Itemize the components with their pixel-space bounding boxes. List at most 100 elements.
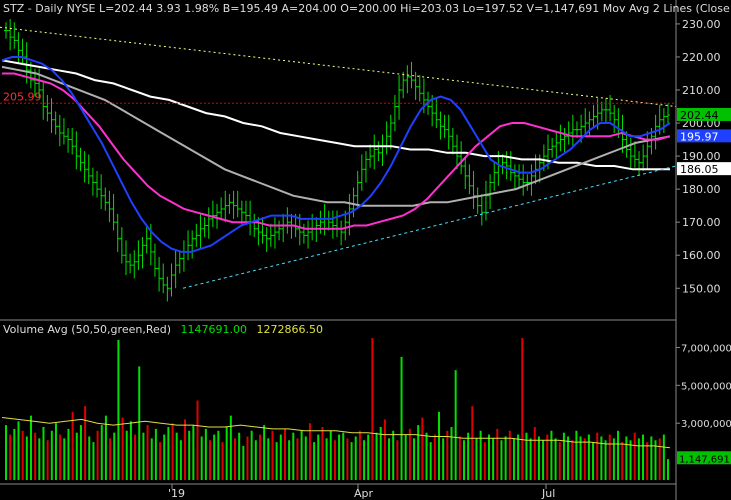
price-bar — [235, 190, 240, 218]
price-bar — [268, 223, 273, 247]
price-bar — [554, 131, 559, 160]
price-tick-label: 180.00 — [682, 183, 721, 196]
price-tick-label: 230.00 — [682, 18, 721, 31]
price-bar — [202, 217, 207, 238]
price-bar — [483, 180, 488, 221]
price-bar — [508, 151, 513, 181]
study-label: Mov Avg 2 Lines (Close — [602, 2, 730, 15]
price-bar — [281, 213, 286, 242]
price-bar — [343, 210, 348, 241]
price-bar — [384, 121, 389, 155]
volume-header: Volume Avg (50,50,green,Red) 1147691.00 … — [3, 323, 323, 336]
price-bar — [417, 75, 422, 102]
price-bar — [467, 164, 472, 195]
price-bar — [173, 250, 178, 289]
price-bar — [4, 22, 8, 39]
volume-study-title: Volume Avg (50,50,green,Red) — [3, 323, 172, 336]
price-tick-label: 170.00 — [682, 216, 721, 229]
price-bar — [165, 276, 170, 302]
price-bar — [624, 131, 629, 158]
price-bar — [558, 124, 563, 152]
price-bar — [41, 81, 46, 120]
price-bar — [140, 237, 145, 269]
price-bar — [591, 104, 596, 128]
price-bar — [219, 197, 224, 221]
price-bar — [198, 213, 203, 249]
last-price-flag: 202.44 — [680, 109, 719, 122]
price-bar — [49, 98, 54, 133]
price-bar — [260, 217, 265, 244]
price-bar — [632, 141, 637, 168]
price-bar — [61, 118, 66, 145]
ask: A=204.00 — [281, 2, 337, 15]
price-bar — [570, 114, 575, 147]
price-bar — [566, 121, 571, 145]
price-bar — [57, 114, 62, 147]
price-bar — [392, 94, 397, 132]
price-bar — [194, 223, 199, 247]
price-bar — [136, 240, 141, 271]
price-tick-label: 220.00 — [682, 51, 721, 64]
price-bar — [152, 243, 157, 277]
price-bar — [330, 210, 335, 239]
change-pct: 1.98% — [184, 2, 220, 15]
ma-price-flag: 195.97 — [680, 130, 719, 143]
price-bar — [248, 200, 253, 236]
price-bar — [128, 253, 133, 274]
price-bar — [599, 101, 604, 122]
period: Daily — [35, 2, 64, 15]
price-bar — [409, 61, 414, 89]
price-bar — [103, 187, 108, 211]
price-bar — [177, 250, 182, 274]
price-bar — [587, 111, 592, 137]
price-bar — [363, 151, 368, 183]
price-bar — [12, 22, 17, 49]
price-bar — [574, 121, 579, 138]
price-bar — [463, 157, 468, 190]
price-bar — [479, 194, 484, 226]
price-tick-label: 160.00 — [682, 249, 721, 262]
price-bar — [583, 108, 588, 135]
price-bar — [450, 128, 455, 155]
price-bar — [8, 18, 13, 51]
volume-tick-label: 3,000,000 — [681, 419, 731, 430]
symbol: STZ — [3, 2, 25, 15]
price-bar — [347, 194, 352, 236]
price-tick-label: 210.00 — [682, 84, 721, 97]
price-bar — [628, 137, 633, 170]
price-bar — [637, 151, 642, 176]
time-tick-label: Jul — [541, 487, 555, 500]
price-bar — [74, 131, 79, 170]
open: O=200.00 — [340, 2, 397, 15]
price-bar — [608, 94, 613, 122]
price-bar — [562, 128, 567, 153]
moving-average-gray — [1, 65, 671, 207]
volume: V=1,147,691 — [526, 2, 600, 15]
volume-flag: 1,147,691 — [679, 454, 730, 465]
price-bar — [661, 108, 666, 133]
price-bar — [434, 98, 439, 128]
price-bar — [388, 114, 393, 150]
price-bar — [397, 75, 402, 120]
price-bar — [66, 128, 71, 153]
price-bar — [16, 32, 21, 64]
moving-average-white — [1, 59, 670, 171]
price-bar — [215, 204, 220, 229]
price-bar — [504, 151, 509, 180]
price-bar — [517, 164, 522, 188]
price-bar — [446, 114, 451, 150]
chart-header: STZ - Daily NYSE L=202.44 3.93 1.98% B=1… — [3, 2, 730, 15]
price-bar — [550, 137, 555, 158]
price-bar — [380, 134, 385, 166]
price-bar — [227, 194, 232, 214]
price-bar — [20, 38, 25, 66]
price-bar — [401, 71, 406, 99]
price-bar — [459, 141, 464, 175]
last-price: L=202.44 — [98, 2, 153, 15]
price-bar — [529, 164, 534, 196]
volume-value-2: 1272866.50 — [256, 323, 323, 336]
price-bar — [123, 240, 128, 276]
price-bar — [82, 151, 87, 183]
price-bar — [372, 134, 377, 170]
